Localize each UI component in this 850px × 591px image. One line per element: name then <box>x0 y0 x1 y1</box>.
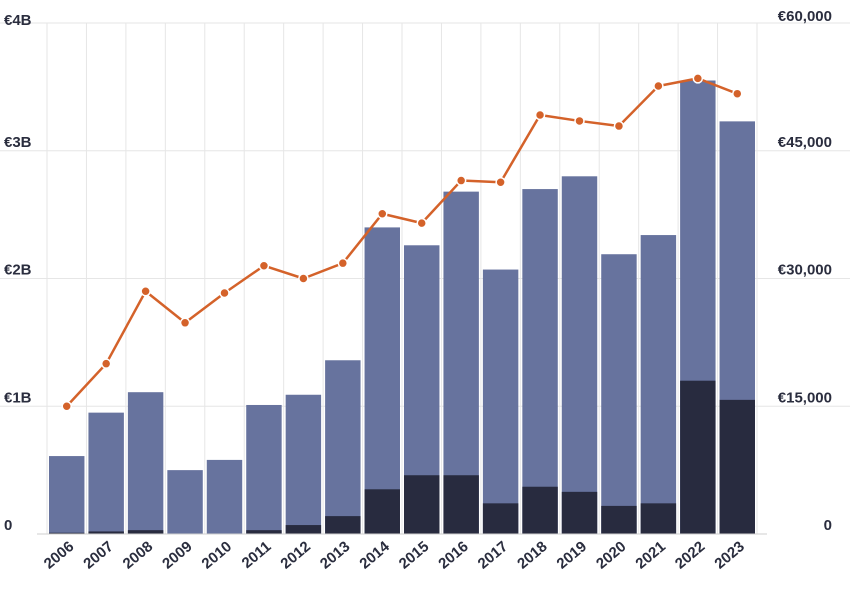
line-series <box>61 73 743 412</box>
line-point <box>534 109 546 121</box>
bar-segment <box>561 491 598 534</box>
x-axis-tick-label: 2018 <box>514 538 550 572</box>
bar-total <box>640 235 677 534</box>
bar-total <box>206 459 243 534</box>
x-axis-tick-label: 2019 <box>554 538 590 572</box>
left-axis-tick-label: €2B <box>4 262 32 279</box>
bar-total <box>601 254 637 535</box>
bar-total <box>88 412 124 534</box>
bar-total <box>364 227 400 534</box>
x-axis-tick-label: 2007 <box>80 538 116 572</box>
x-axis-tick-label: 2010 <box>199 538 235 572</box>
right-axis-tick-label: €45,000 <box>778 134 832 151</box>
line-point <box>258 260 270 271</box>
left-axis-tick-label: €4B <box>4 12 32 29</box>
line-point <box>219 287 230 299</box>
bar-segment <box>719 399 755 534</box>
x-axis-tick-label: 2015 <box>396 538 432 572</box>
line-point <box>377 208 388 220</box>
x-axis-tick-label: 2009 <box>159 538 195 572</box>
bar-segment <box>404 475 440 534</box>
bar-segment <box>49 532 85 534</box>
x-axis-tick-label: 2020 <box>593 538 629 572</box>
left-axis-tick-label: 0 <box>4 517 12 534</box>
line-point <box>692 73 704 84</box>
bar-segment <box>88 531 124 534</box>
x-axis-tick-label: 2006 <box>41 538 77 572</box>
x-axis-tick-label: 2008 <box>120 538 156 572</box>
gridlines <box>0 22 850 534</box>
right-axis-tick-label: €30,000 <box>778 262 832 279</box>
right-axis-tick-label: €15,000 <box>778 389 832 406</box>
line-point <box>574 115 585 127</box>
left-axis-tick-label: €1B <box>4 389 32 406</box>
line-point <box>732 88 743 99</box>
x-axis-tick-label: 2014 <box>356 538 393 573</box>
bar-segment <box>127 530 164 534</box>
x-axis-tick-label: 2012 <box>277 538 313 572</box>
bar-total <box>167 470 203 534</box>
x-axis-tick-label: 2017 <box>475 538 511 572</box>
right-axis-tick-label: 0 <box>824 517 832 534</box>
bar-total <box>561 176 598 535</box>
line-point <box>495 177 506 188</box>
bar-segment <box>325 516 361 534</box>
line-point <box>337 257 349 269</box>
left-axis-tick-label: €3B <box>4 134 32 151</box>
line-point <box>455 175 467 186</box>
line-point <box>416 217 427 229</box>
line-path <box>65 77 738 408</box>
bar-total <box>246 404 282 534</box>
bar-total <box>285 394 322 534</box>
line-point <box>100 358 112 369</box>
x-axis-tick-label: 2011 <box>239 538 275 572</box>
x-axis-tick-label: 2016 <box>435 538 471 572</box>
bar-segment <box>482 503 519 534</box>
line-point <box>298 273 309 284</box>
bar-segment <box>364 489 400 534</box>
x-axis-tick-label: 2022 <box>672 538 708 572</box>
bar-segment <box>285 525 322 534</box>
line-point <box>179 317 191 329</box>
x-axis-tick-label: 2023 <box>711 538 747 572</box>
x-axis-tick-label: 2021 <box>632 538 668 572</box>
x-axis-tick-label: 2013 <box>317 538 353 572</box>
bar-total <box>482 269 519 534</box>
bar-total <box>522 189 558 534</box>
line-point <box>61 401 72 412</box>
right-axis-tick-label: €60,000 <box>778 8 832 25</box>
bar-segment <box>680 380 716 534</box>
line-point <box>653 80 664 92</box>
bar-segment <box>522 486 558 534</box>
line-point <box>613 120 625 132</box>
bar-total <box>325 360 361 534</box>
line-point <box>140 286 151 297</box>
bar-total <box>127 392 164 534</box>
bar-total <box>49 456 85 534</box>
bar-segment <box>443 475 479 534</box>
bar-segment <box>640 503 677 534</box>
bar-segment <box>601 505 637 534</box>
bar-segment <box>246 530 282 534</box>
bars <box>49 80 755 535</box>
